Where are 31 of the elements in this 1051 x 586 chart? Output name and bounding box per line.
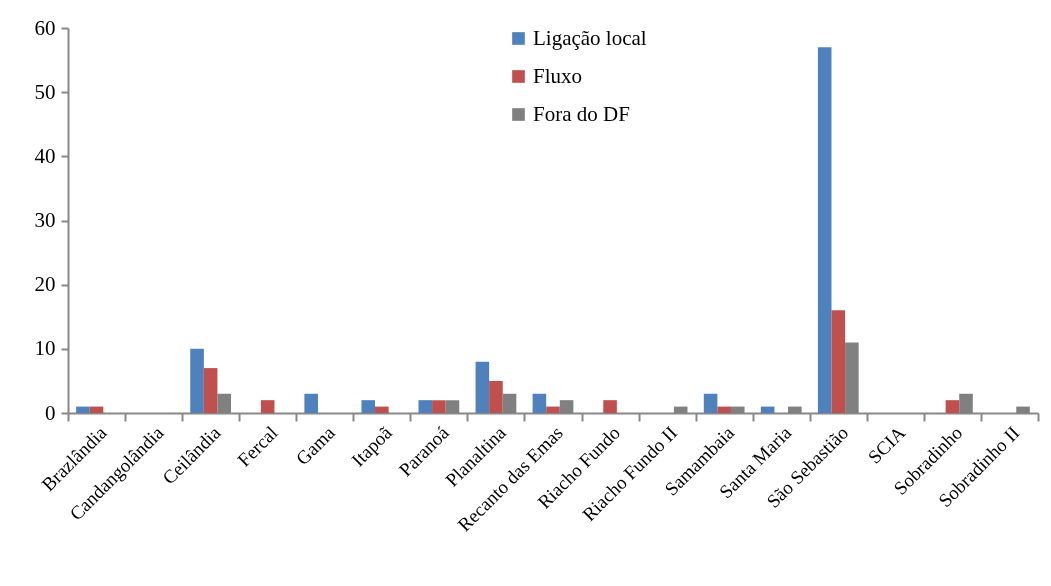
bar: [945, 400, 960, 413]
bar: [717, 406, 731, 413]
y-tick-label: 40: [34, 143, 56, 168]
bar: [260, 400, 275, 413]
y-tick-label: 30: [34, 208, 56, 232]
bar: [89, 406, 104, 413]
y-tick-label: 20: [34, 272, 56, 297]
bar: [361, 400, 376, 413]
bar: [831, 310, 846, 413]
bar: [375, 406, 389, 413]
bar: [817, 47, 832, 413]
y-tick-label: 10: [34, 336, 56, 361]
bar: [489, 380, 503, 413]
y-tick-label: 0: [45, 400, 56, 425]
bar: [304, 393, 318, 413]
y-tick-label: 50: [34, 79, 56, 104]
bar: [432, 400, 446, 413]
bar: [760, 406, 775, 413]
legend-label: Ligação local: [533, 25, 647, 50]
bar: [76, 406, 90, 413]
bar: [546, 406, 560, 413]
legend-label: Fluxo: [533, 63, 583, 88]
bar: [532, 393, 547, 413]
bar: [703, 393, 718, 413]
bar: [603, 400, 617, 413]
bar: [475, 361, 490, 413]
y-tick-label: 60: [34, 15, 56, 40]
bar: [418, 400, 433, 413]
bar: [203, 368, 218, 413]
bar: [190, 348, 204, 413]
legend-label: Fora do DF: [533, 101, 630, 126]
